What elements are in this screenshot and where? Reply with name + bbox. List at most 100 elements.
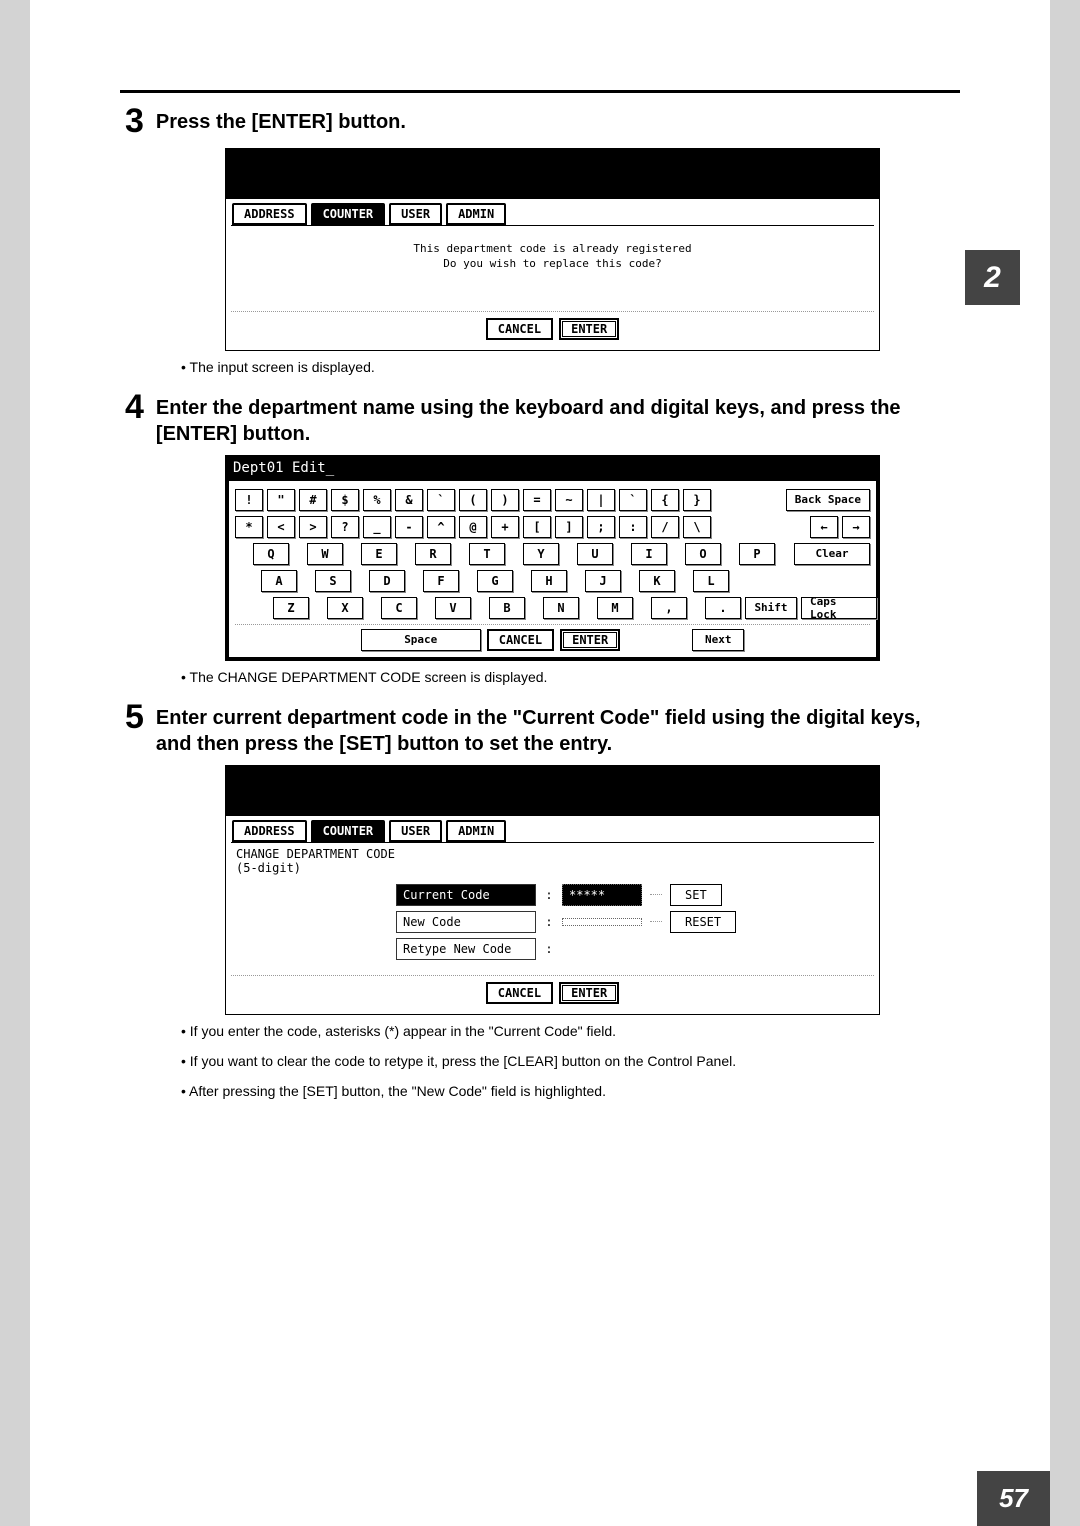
key-}[interactable]: }: [683, 489, 711, 511]
clear-key[interactable]: Clear: [794, 543, 870, 565]
key-#[interactable]: #: [299, 489, 327, 511]
key-/[interactable]: /: [651, 516, 679, 538]
set-button[interactable]: SET: [670, 884, 722, 906]
retype-code-value[interactable]: [562, 946, 642, 952]
capslock-key[interactable]: Caps Lock: [801, 597, 877, 619]
key-`[interactable]: `: [619, 489, 647, 511]
key-"[interactable]: ": [267, 489, 295, 511]
key-{[interactable]: {: [651, 489, 679, 511]
key-k[interactable]: K: [639, 570, 675, 592]
shift-key[interactable]: Shift: [745, 597, 797, 619]
current-code-value[interactable]: *****: [562, 884, 642, 906]
key-z[interactable]: Z: [273, 597, 309, 619]
key-%[interactable]: %: [363, 489, 391, 511]
tab-bar: ADDRESS COUNTER USER ADMIN: [226, 199, 879, 225]
key-|[interactable]: |: [587, 489, 615, 511]
key->[interactable]: >: [299, 516, 327, 538]
key-w[interactable]: W: [307, 543, 343, 565]
enter-button[interactable]: ENTER: [559, 982, 619, 1004]
key-o[interactable]: O: [685, 543, 721, 565]
key-][interactable]: ]: [555, 516, 583, 538]
key-=[interactable]: =: [523, 489, 551, 511]
key-i[interactable]: I: [631, 543, 667, 565]
key-u[interactable]: U: [577, 543, 613, 565]
key-![interactable]: !: [235, 489, 263, 511]
key-q[interactable]: Q: [253, 543, 289, 565]
reset-button[interactable]: RESET: [670, 911, 736, 933]
step4-bullet: The CHANGE DEPARTMENT CODE screen is dis…: [181, 669, 960, 685]
key-*[interactable]: *: [235, 516, 263, 538]
msg-line2: Do you wish to replace this code?: [238, 257, 867, 271]
confirm-screen: ADDRESS COUNTER USER ADMIN This departme…: [225, 148, 880, 351]
key-j[interactable]: J: [585, 570, 621, 592]
key-m[interactable]: M: [597, 597, 633, 619]
keyboard-screen: Dept01 Edit_ !"#$%&`()=~|`{} Back Space …: [225, 455, 880, 661]
arrow-right-key[interactable]: →: [842, 516, 870, 538]
key-:[interactable]: :: [619, 516, 647, 538]
kb-cancel-button[interactable]: CANCEL: [487, 629, 554, 651]
current-code-row: Current Code : ***** SET: [396, 884, 869, 906]
key-f[interactable]: F: [423, 570, 459, 592]
tab-admin[interactable]: ADMIN: [446, 203, 506, 225]
key-`[interactable]: `: [427, 489, 455, 511]
tab-user[interactable]: USER: [389, 203, 442, 225]
tab-address[interactable]: ADDRESS: [232, 820, 307, 842]
kb-row-3: QWERTYUIOP Clear: [235, 543, 870, 565]
tab-user[interactable]: USER: [389, 820, 442, 842]
key-^[interactable]: ^: [427, 516, 455, 538]
key-?[interactable]: ?: [331, 516, 359, 538]
key-.[interactable]: .: [705, 597, 741, 619]
key-@[interactable]: @: [459, 516, 487, 538]
key-y[interactable]: Y: [523, 543, 559, 565]
key-g[interactable]: G: [477, 570, 513, 592]
space-key[interactable]: Space: [361, 629, 481, 651]
new-code-row: New Code : RESET: [396, 911, 869, 933]
key-d[interactable]: D: [369, 570, 405, 592]
new-code-value[interactable]: [562, 918, 642, 926]
cancel-button[interactable]: CANCEL: [486, 982, 553, 1004]
key-e[interactable]: E: [361, 543, 397, 565]
key-,[interactable]: ,: [651, 597, 687, 619]
key-l[interactable]: L: [693, 570, 729, 592]
key-\[interactable]: \: [683, 516, 711, 538]
key-c[interactable]: C: [381, 597, 417, 619]
key-([interactable]: (: [459, 489, 487, 511]
key-n[interactable]: N: [543, 597, 579, 619]
key-t[interactable]: T: [469, 543, 505, 565]
key-_[interactable]: _: [363, 516, 391, 538]
key-&[interactable]: &: [395, 489, 423, 511]
next-key[interactable]: Next: [692, 629, 744, 651]
key-;[interactable]: ;: [587, 516, 615, 538]
key-h[interactable]: H: [531, 570, 567, 592]
key-[[interactable]: [: [523, 516, 551, 538]
tab-address[interactable]: ADDRESS: [232, 203, 307, 225]
tab-counter[interactable]: COUNTER: [311, 203, 386, 225]
key-v[interactable]: V: [435, 597, 471, 619]
backspace-key[interactable]: Back Space: [786, 489, 870, 511]
arrow-left-key[interactable]: ←: [810, 516, 838, 538]
key-<[interactable]: <: [267, 516, 295, 538]
msg-line1: This department code is already register…: [238, 242, 867, 256]
kb-row-1: !"#$%&`()=~|`{} Back Space: [235, 489, 870, 511]
key-a[interactable]: A: [261, 570, 297, 592]
key-$[interactable]: $: [331, 489, 359, 511]
kb-enter-button[interactable]: ENTER: [560, 629, 620, 651]
page-number: 57: [977, 1471, 1050, 1526]
key-~[interactable]: ~: [555, 489, 583, 511]
enter-button[interactable]: ENTER: [559, 318, 619, 340]
chapter-tab: 2: [965, 250, 1020, 305]
tab-bar: ADDRESS COUNTER USER ADMIN: [226, 816, 879, 842]
key-+[interactable]: +: [491, 516, 519, 538]
key-b[interactable]: B: [489, 597, 525, 619]
tab-counter[interactable]: COUNTER: [311, 820, 386, 842]
kb-footer: Space CANCEL ENTER Next: [235, 624, 870, 655]
tab-admin[interactable]: ADMIN: [446, 820, 506, 842]
key-)[interactable]: ): [491, 489, 519, 511]
cancel-button[interactable]: CANCEL: [486, 318, 553, 340]
key-p[interactable]: P: [739, 543, 775, 565]
key-s[interactable]: S: [315, 570, 351, 592]
code-heading: CHANGE DEPARTMENT CODE(5-digit): [236, 847, 869, 876]
key-x[interactable]: X: [327, 597, 363, 619]
key-r[interactable]: R: [415, 543, 451, 565]
key--[interactable]: -: [395, 516, 423, 538]
